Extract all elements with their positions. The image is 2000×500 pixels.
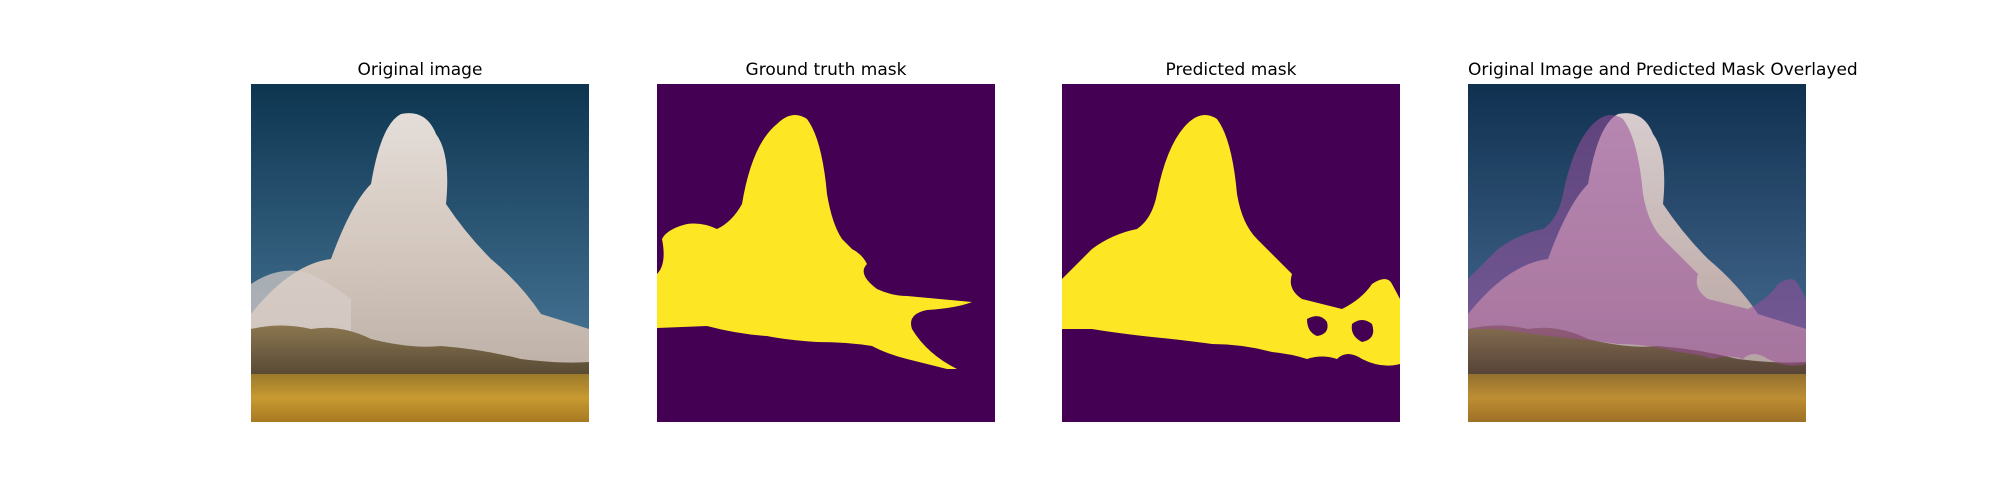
predicted-mask-image xyxy=(1062,84,1400,422)
original-photo xyxy=(251,84,589,422)
panel-title-predicted: Predicted mask xyxy=(1165,60,1297,80)
panel-title-overlay: Original Image and Predicted Mask Overla… xyxy=(1468,60,1858,80)
ground-truth-mask-image xyxy=(657,84,995,422)
panel-title-original: Original image xyxy=(357,60,483,80)
overlay-image xyxy=(1468,84,1806,422)
panel-title-ground-truth: Ground truth mask xyxy=(745,60,907,80)
